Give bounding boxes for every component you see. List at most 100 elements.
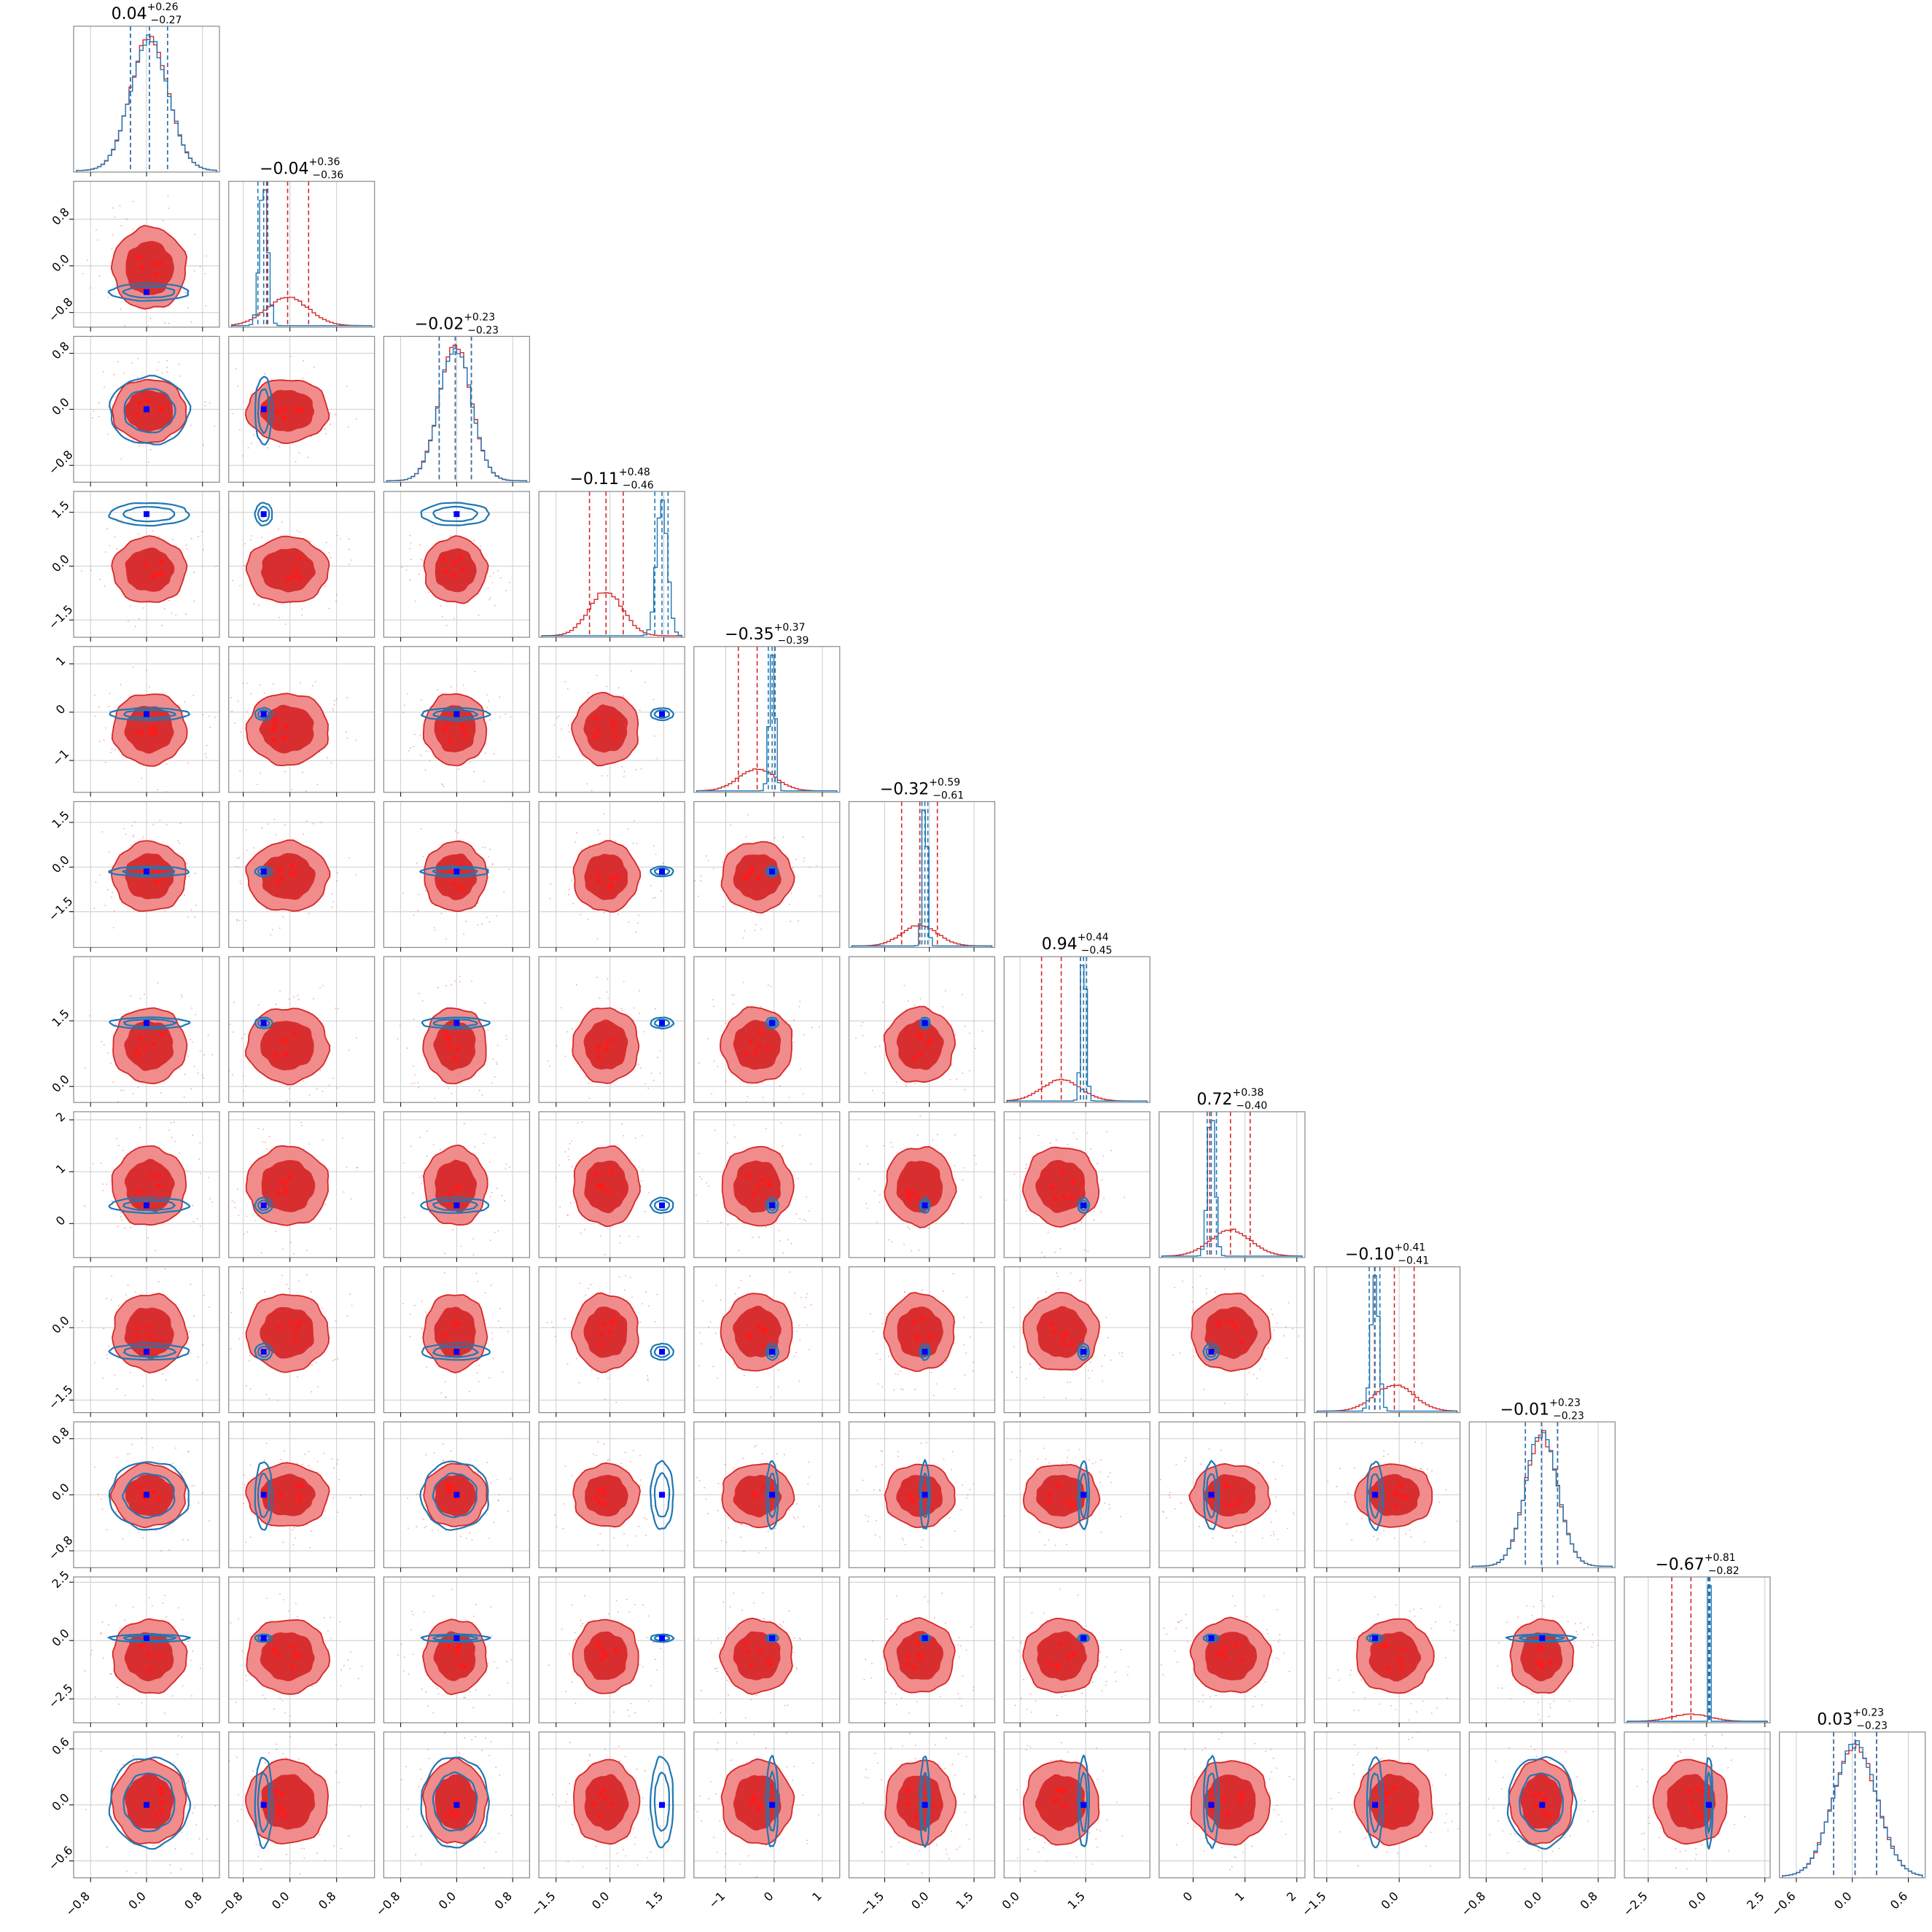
sample-point bbox=[109, 752, 112, 753]
sample-point bbox=[415, 1854, 417, 1855]
sample-point bbox=[414, 1074, 416, 1076]
red-marker bbox=[137, 400, 142, 405]
sample-point bbox=[1712, 1745, 1713, 1748]
red-marker bbox=[1383, 1643, 1388, 1648]
sample-point bbox=[483, 1142, 485, 1145]
sample-point bbox=[236, 857, 238, 860]
red-marker bbox=[1239, 1791, 1244, 1796]
sample-point bbox=[698, 1062, 700, 1064]
sample-point bbox=[400, 1779, 402, 1780]
sample-point bbox=[262, 1129, 265, 1131]
sample-point bbox=[410, 1145, 412, 1148]
sample-point bbox=[946, 1360, 948, 1362]
sample-point bbox=[247, 447, 249, 449]
sample-point bbox=[116, 548, 118, 550]
sample-point bbox=[111, 1275, 113, 1277]
sample-point bbox=[184, 701, 186, 703]
sample-point bbox=[191, 1041, 193, 1043]
sample-point bbox=[190, 1088, 192, 1090]
sample-point bbox=[116, 521, 118, 523]
sample-point bbox=[410, 558, 412, 561]
sample-point bbox=[349, 1497, 351, 1499]
sample-point bbox=[1583, 1628, 1585, 1630]
contour-blue-outer bbox=[650, 707, 674, 722]
red-marker bbox=[599, 1656, 604, 1662]
red-marker bbox=[609, 876, 614, 881]
sample-point bbox=[1460, 1491, 1462, 1492]
red-marker bbox=[1053, 1196, 1058, 1201]
red-marker bbox=[1226, 1503, 1231, 1508]
sample-point bbox=[397, 1654, 400, 1656]
red-marker bbox=[278, 1804, 283, 1810]
sample-point bbox=[605, 1867, 607, 1869]
red-marker bbox=[455, 1646, 460, 1651]
sample-point bbox=[604, 1253, 606, 1255]
sample-point bbox=[1184, 1748, 1186, 1750]
sample-point bbox=[1204, 1837, 1206, 1839]
sample-point bbox=[1020, 1640, 1021, 1643]
sample-point bbox=[1042, 1847, 1044, 1849]
sample-point bbox=[473, 539, 475, 541]
sample-point bbox=[129, 1371, 131, 1374]
sample-point bbox=[784, 1705, 786, 1707]
sample-point bbox=[717, 1637, 720, 1640]
sample-point bbox=[104, 585, 106, 587]
sample-point bbox=[441, 615, 443, 618]
sample-point bbox=[698, 1365, 701, 1367]
sample-point bbox=[231, 1199, 233, 1201]
sample-point bbox=[965, 1824, 967, 1826]
sample-point bbox=[697, 895, 699, 897]
contour-blue-outer bbox=[107, 282, 190, 302]
contour-blue-outer bbox=[109, 375, 192, 445]
sample-point bbox=[959, 1697, 961, 1699]
sample-point bbox=[624, 1452, 626, 1454]
sample-point bbox=[806, 1324, 808, 1326]
sample-point bbox=[421, 1175, 423, 1177]
contour-blue-inner bbox=[432, 1771, 478, 1832]
sample-point bbox=[1182, 1280, 1183, 1282]
sample-point bbox=[1487, 1798, 1489, 1800]
sample-point bbox=[637, 914, 639, 916]
sample-point bbox=[623, 776, 625, 777]
truth-marker bbox=[769, 1635, 776, 1641]
sample-point bbox=[1010, 1458, 1012, 1460]
sample-point bbox=[954, 1134, 956, 1136]
sample-point bbox=[411, 1083, 413, 1085]
sample-point bbox=[324, 1616, 325, 1619]
sample-point bbox=[553, 1326, 555, 1328]
sample-point bbox=[421, 1863, 422, 1865]
sample-point bbox=[628, 1611, 631, 1613]
red-marker bbox=[1226, 1811, 1231, 1816]
sample-point bbox=[1179, 1621, 1181, 1622]
sample-point bbox=[232, 413, 234, 415]
sample-point bbox=[165, 1616, 168, 1618]
sample-point bbox=[717, 1670, 718, 1672]
sample-point bbox=[783, 1454, 785, 1456]
red-marker bbox=[136, 1485, 141, 1490]
sample-point bbox=[429, 760, 431, 762]
panel-frame bbox=[1158, 1576, 1306, 1723]
sample-point bbox=[653, 1642, 654, 1644]
red-marker bbox=[925, 1041, 930, 1046]
sample-point bbox=[164, 1594, 166, 1597]
sample-point bbox=[587, 919, 589, 921]
sample-point bbox=[1695, 1853, 1697, 1855]
sample-point bbox=[238, 1215, 240, 1217]
sample-point bbox=[480, 549, 482, 550]
sample-point bbox=[255, 1843, 257, 1845]
sample-point bbox=[964, 1812, 966, 1813]
contour-red-inner bbox=[1035, 1774, 1086, 1831]
sample-point bbox=[569, 1202, 572, 1204]
sample-point bbox=[621, 766, 623, 768]
sample-point bbox=[106, 1358, 108, 1360]
sample-point bbox=[114, 749, 116, 751]
sample-point bbox=[179, 822, 182, 825]
sample-point bbox=[405, 569, 408, 571]
sample-point bbox=[147, 1237, 149, 1239]
x-tick-label: −1.5 bbox=[1299, 1889, 1329, 1919]
contour-blue-inner bbox=[1205, 1345, 1218, 1358]
sample-point bbox=[867, 1163, 869, 1165]
sample-point bbox=[166, 366, 168, 368]
sample-point bbox=[409, 548, 410, 550]
sample-point bbox=[483, 780, 485, 782]
